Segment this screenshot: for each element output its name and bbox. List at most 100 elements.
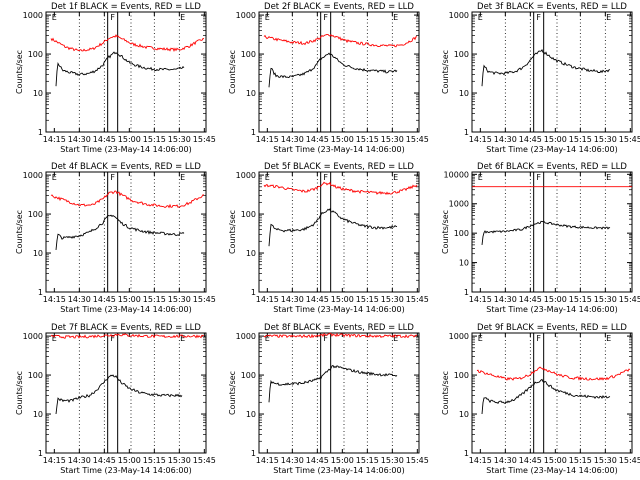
y-tick-label: 1000: [23, 171, 43, 180]
y-tick-label: 1: [464, 449, 469, 458]
x-tick-label: 15:00: [544, 295, 567, 304]
x-tick-label: 14:30: [494, 135, 517, 144]
x-tick-label: 15:45: [193, 295, 216, 304]
x-axis-label: Start Time (23-May-14 14:06:00): [486, 145, 617, 154]
panel-title: Det 9f BLACK = Events, RED = LLD: [477, 323, 627, 333]
x-tick-label: 15:15: [143, 135, 166, 144]
y-axis-label: Counts/sec: [441, 371, 450, 415]
x-tick-label: 15:00: [118, 135, 141, 144]
x-tick-label: 15:00: [118, 456, 141, 465]
events-series-line: [55, 374, 183, 415]
x-axis-label: Start Time (23-May-14 14:06:00): [486, 305, 617, 314]
y-tick-label: 1: [464, 288, 469, 297]
x-tick-label: 15:45: [193, 456, 216, 465]
plot-frame: [258, 11, 420, 133]
x-tick-label: 15:30: [381, 456, 404, 465]
x-tick-label: 15:30: [168, 135, 191, 144]
x-tick-label: 15:15: [356, 456, 379, 465]
y-axis-label: Counts/sec: [15, 210, 24, 254]
y-tick-label: 10: [459, 410, 469, 419]
y-axis-label: Counts/sec: [228, 371, 237, 415]
panel-title: Det 4f BLACK = Events, RED = LLD: [51, 162, 201, 172]
x-axis-label: Start Time (23-May-14 14:06:00): [273, 145, 404, 154]
interval-marker: E: [606, 13, 611, 22]
x-tick-label: 14:45: [306, 295, 329, 304]
y-tick-label: 100: [454, 229, 469, 238]
x-tick-label: 14:45: [519, 456, 542, 465]
x-tick-label: 15:30: [381, 135, 404, 144]
lld-series-line: [50, 34, 205, 52]
x-tick-label: 15:45: [406, 456, 429, 465]
x-tick-label: 15:15: [356, 135, 379, 144]
x-tick-label: 14:30: [494, 456, 517, 465]
panel-title: Det 1f BLACK = Events, RED = LLD: [51, 2, 201, 12]
panel-title: Det 6f BLACK = Events, RED = LLD: [477, 162, 627, 172]
y-tick-label: 100: [28, 371, 43, 380]
x-tick-label: 14:30: [281, 295, 304, 304]
y-tick-label: 100: [454, 371, 469, 380]
panel-title: Det 5f BLACK = Events, RED = LLD: [264, 162, 414, 172]
x-tick-label: 14:45: [306, 135, 329, 144]
y-tick-label: 1000: [236, 11, 256, 20]
y-tick-label: 100: [241, 210, 256, 219]
y-tick-label: 100: [241, 50, 256, 59]
interval-marker: F: [323, 173, 328, 182]
y-tick-label: 1000: [23, 332, 43, 341]
x-tick-label: 15:15: [356, 295, 379, 304]
x-tick-label: 15:45: [619, 456, 640, 465]
plot-frame: [45, 11, 207, 133]
x-tick-label: 14:30: [281, 135, 304, 144]
x-axis-label: Start Time (23-May-14 14:06:00): [60, 466, 191, 475]
interval-marker: F: [323, 334, 328, 343]
x-tick-label: 14:30: [494, 295, 517, 304]
interval-marker: E: [606, 173, 611, 182]
y-tick-label: 10: [459, 89, 469, 98]
interval-marker: E: [265, 334, 270, 343]
x-tick-label: 15:30: [168, 295, 191, 304]
x-tick-label: 14:30: [281, 456, 304, 465]
interval-marker: F: [536, 13, 541, 22]
y-tick-label: 10: [33, 89, 43, 98]
y-tick-label: 1: [464, 128, 469, 137]
y-tick-label: 100: [28, 210, 43, 219]
x-tick-label: 15:00: [331, 295, 354, 304]
x-tick-label: 14:45: [93, 456, 116, 465]
y-tick-label: 100: [28, 50, 43, 59]
interval-marker: F: [110, 13, 115, 22]
x-tick-label: 15:45: [406, 295, 429, 304]
interval-marker: E: [478, 334, 483, 343]
y-tick-label: 10000: [444, 170, 469, 179]
lld-series-line: [476, 366, 631, 381]
interval-marker: F: [323, 13, 328, 22]
plot-frame: [258, 332, 420, 454]
events-series-line: [481, 49, 611, 87]
x-tick-label: 14:15: [469, 135, 492, 144]
y-tick-label: 1000: [449, 11, 469, 20]
x-tick-label: 15:30: [594, 295, 617, 304]
events-series-line: [268, 364, 398, 403]
x-tick-label: 15:15: [569, 135, 592, 144]
lld-series-line: [263, 332, 418, 339]
x-tick-label: 15:30: [168, 456, 191, 465]
y-tick-label: 10: [246, 249, 256, 258]
x-tick-label: 14:15: [256, 295, 279, 304]
y-tick-label: 10: [246, 410, 256, 419]
interval-marker: E: [180, 334, 185, 343]
interval-marker: F: [536, 334, 541, 343]
x-tick-label: 14:15: [43, 135, 66, 144]
y-tick-label: 1: [251, 449, 256, 458]
x-axis-label: Start Time (23-May-14 14:06:00): [60, 145, 191, 154]
x-tick-label: 14:30: [68, 135, 91, 144]
y-tick-label: 1: [38, 449, 43, 458]
y-tick-label: 1: [38, 128, 43, 137]
x-axis-label: Start Time (23-May-14 14:06:00): [60, 305, 191, 314]
events-series-line: [481, 378, 611, 415]
plot-frame: [471, 332, 633, 454]
events-series-line: [55, 214, 185, 250]
plot-frame: [471, 171, 633, 293]
